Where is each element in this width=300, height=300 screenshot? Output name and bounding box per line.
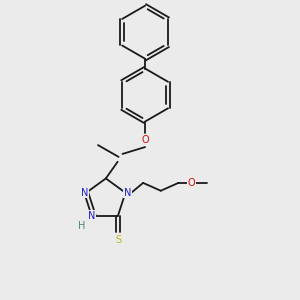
Text: O: O xyxy=(188,178,195,188)
Text: N: N xyxy=(81,188,88,198)
Text: O: O xyxy=(141,135,149,145)
Text: H: H xyxy=(78,220,85,231)
Text: N: N xyxy=(88,211,95,221)
Text: S: S xyxy=(115,235,121,245)
Text: N: N xyxy=(124,188,131,198)
